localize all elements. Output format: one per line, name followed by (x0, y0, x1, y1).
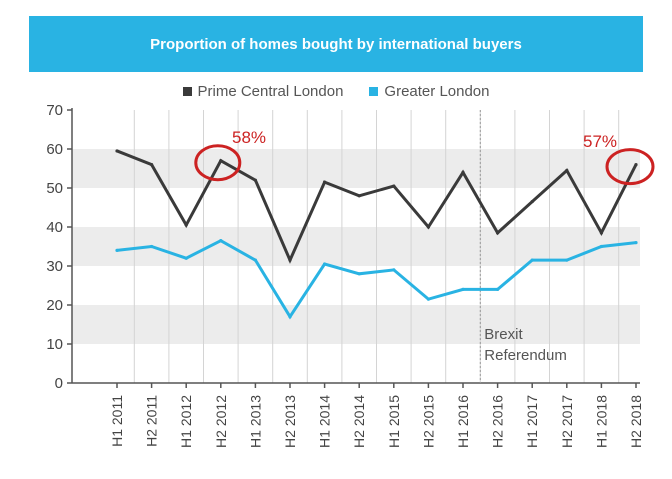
highlight-label: 58% (232, 128, 266, 147)
data-point-greater-london (530, 258, 534, 262)
highlight-label: 57% (583, 132, 617, 151)
data-point-prime-central-london (115, 149, 119, 153)
data-point-prime-central-london (219, 159, 223, 163)
legend-label-prime-central-london: Prime Central London (197, 82, 344, 100)
data-point-greater-london (323, 262, 327, 266)
data-point-prime-central-london (150, 163, 154, 167)
data-point-greater-london (461, 287, 465, 291)
data-point-prime-central-london (253, 178, 257, 182)
y-tick-label: 60 (46, 141, 63, 158)
x-tick-label: H1 2015 (386, 395, 402, 448)
data-point-greater-london (253, 258, 257, 262)
x-tick-label: H1 2011 (109, 395, 125, 447)
data-point-prime-central-london (599, 231, 604, 235)
data-point-prime-central-london (634, 163, 638, 167)
legend-swatch-greater-london (369, 86, 379, 96)
data-point-prime-central-london (184, 223, 188, 227)
x-tick-label: H2 2015 (420, 395, 436, 448)
grid-band (72, 305, 640, 344)
legend-item-greater-london: Greater London (369, 82, 490, 100)
data-point-prime-central-london (288, 258, 292, 262)
legend-item-prime-central-london: Prime Central London (182, 82, 344, 100)
data-point-prime-central-london (461, 170, 465, 174)
y-tick-label: 10 (46, 336, 63, 353)
data-point-greater-london (426, 297, 430, 301)
y-tick-label: 40 (46, 219, 63, 236)
x-tick-label: H2 2018 (628, 395, 644, 448)
data-point-greater-london (115, 248, 119, 252)
highlight-circle (605, 148, 655, 186)
y-tick-label: 50 (46, 180, 63, 197)
x-tick-label: H1 2013 (247, 395, 263, 448)
data-point-greater-london (599, 244, 604, 249)
data-point-prime-central-london (496, 231, 500, 235)
title-banner: Proportion of homes bought by internatio… (29, 16, 643, 72)
data-point-prime-central-london (323, 180, 327, 184)
data-point-prime-central-london (392, 184, 396, 188)
x-tick-label: H2 2013 (282, 395, 298, 448)
y-tick-label: 70 (46, 102, 63, 119)
x-tick-label: H2 2016 (490, 395, 506, 448)
data-point-greater-london (392, 268, 396, 272)
brexit-annotation-text: Referendum (484, 347, 567, 364)
data-point-prime-central-london (565, 168, 569, 173)
data-point-prime-central-london (530, 200, 534, 204)
x-tick-label: H1 2012 (178, 395, 194, 448)
x-tick-label: H2 2014 (351, 395, 367, 448)
data-point-prime-central-london (426, 225, 430, 229)
highlight-circle (194, 144, 242, 182)
legend-swatch-prime-central-london (182, 86, 192, 96)
data-point-greater-london (496, 287, 500, 291)
x-tick-label: H1 2018 (593, 395, 609, 448)
y-tick-label: 0 (55, 375, 63, 392)
data-point-greater-london (150, 244, 154, 249)
legend: Prime Central London Greater London (0, 80, 672, 102)
grid-band (72, 149, 640, 188)
series-line-greater-london (116, 238, 637, 320)
legend-label-greater-london: Greater London (384, 82, 490, 100)
data-point-greater-london (219, 239, 223, 243)
data-point-greater-london (357, 272, 361, 276)
x-tick-label: H1 2014 (317, 395, 333, 448)
chart-title: Proportion of homes bought by internatio… (150, 35, 522, 53)
data-point-greater-london (288, 315, 292, 319)
x-tick-label: H2 2012 (213, 395, 229, 448)
x-tick-label: H2 2017 (559, 395, 575, 448)
y-tick-label: 30 (46, 258, 63, 275)
x-tick-label: H2 2011 (144, 395, 160, 447)
data-point-greater-london (634, 241, 638, 245)
data-point-greater-london (184, 256, 188, 260)
series-line-prime-central-london (116, 149, 638, 264)
brexit-annotation-text: Brexit (484, 326, 523, 343)
y-tick-label: 20 (46, 297, 63, 314)
data-point-prime-central-london (357, 194, 361, 198)
x-tick-label: H1 2017 (524, 395, 540, 448)
x-tick-label: H1 2016 (455, 395, 471, 448)
data-point-greater-london (565, 258, 569, 262)
